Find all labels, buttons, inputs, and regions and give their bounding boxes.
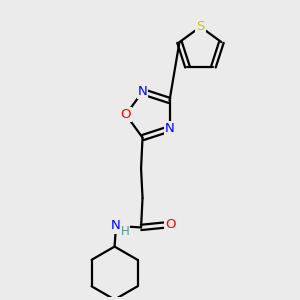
Text: H: H [121, 225, 130, 238]
Text: N: N [165, 122, 174, 135]
Text: N: N [138, 85, 147, 98]
Text: O: O [121, 108, 131, 121]
Text: O: O [165, 218, 176, 231]
Text: N: N [111, 220, 121, 232]
Text: S: S [196, 20, 205, 33]
